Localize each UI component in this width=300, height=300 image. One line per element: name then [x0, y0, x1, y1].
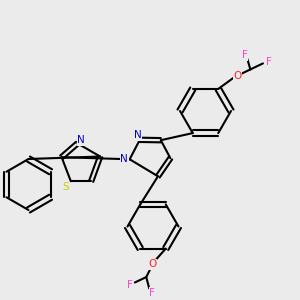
Text: F: F: [149, 288, 155, 298]
Text: N: N: [120, 154, 128, 164]
Text: F: F: [242, 50, 248, 60]
Text: S: S: [62, 182, 69, 192]
Text: N: N: [134, 130, 141, 140]
Text: F: F: [266, 57, 272, 67]
Text: F: F: [127, 280, 132, 290]
Text: O: O: [148, 260, 156, 269]
Text: N: N: [77, 135, 85, 146]
Text: O: O: [233, 71, 241, 81]
